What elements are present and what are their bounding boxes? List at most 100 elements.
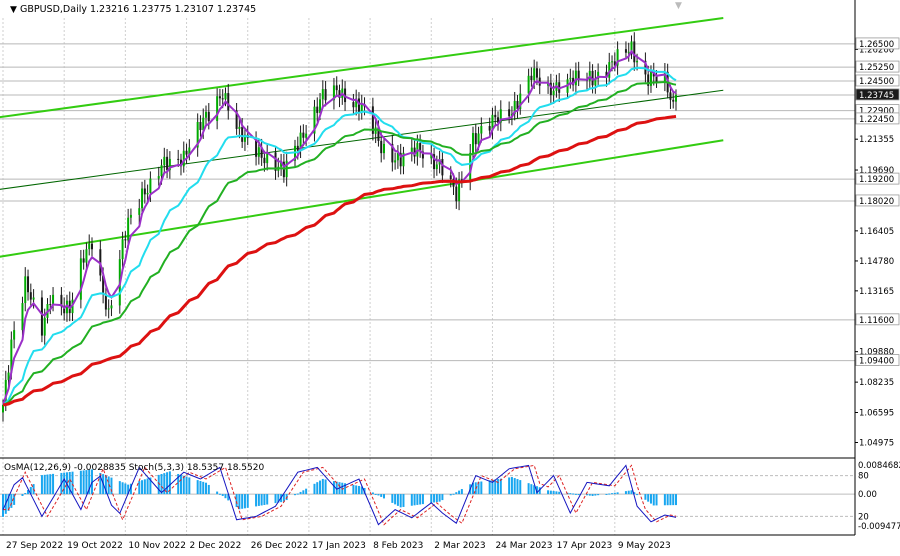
- osma-bar: [630, 490, 633, 495]
- osma-bar: [104, 475, 107, 495]
- oscillator-axis-label: -0.0094770: [858, 522, 900, 532]
- osma-bar: [313, 483, 316, 495]
- candle-body: [380, 140, 383, 154]
- osma-bar: [624, 491, 627, 495]
- osma-bar: [221, 494, 224, 496]
- osma-bar: [558, 491, 561, 495]
- candle-body: [2, 405, 4, 413]
- osma-bar: [605, 493, 608, 495]
- candle-body: [321, 89, 324, 100]
- osma-bar: [352, 484, 355, 495]
- osma-bar: [344, 483, 347, 495]
- osma-bar: [129, 483, 132, 495]
- candle-body: [355, 98, 358, 108]
- candle-body: [569, 77, 572, 80]
- osma-bar: [13, 494, 16, 505]
- level-tag: [855, 194, 900, 207]
- channel-line: [0, 139, 724, 258]
- osma-bar: [380, 494, 383, 497]
- scroll-marker-icon[interactable]: ▼: [675, 1, 682, 11]
- candle-body: [616, 49, 619, 66]
- candle-body: [305, 133, 308, 138]
- osma-bar: [497, 479, 500, 495]
- x-tick-label: 19 Oct 2022: [67, 541, 123, 551]
- osma-bar: [460, 489, 463, 495]
- osma-bar: [24, 493, 27, 495]
- osma-bar: [257, 494, 260, 506]
- candle-body: [243, 134, 246, 142]
- candle-body: [104, 294, 107, 310]
- moving-average-line: [2, 66, 677, 406]
- candle-body: [49, 304, 52, 306]
- candle-body: [324, 89, 327, 101]
- osma-bar: [591, 494, 594, 496]
- stoch-signal-line: [3, 464, 677, 526]
- candle-body: [199, 122, 202, 131]
- osma-bar: [577, 494, 580, 496]
- candle-body: [613, 61, 616, 66]
- candle-body: [655, 76, 658, 82]
- osma-bar: [7, 494, 10, 511]
- candle-body: [649, 72, 652, 86]
- osma-bar: [647, 494, 650, 502]
- osma-bar: [471, 482, 474, 495]
- candle-body: [410, 147, 413, 153]
- candle-body: [382, 143, 385, 154]
- candle-body: [391, 143, 394, 163]
- osma-bar: [85, 470, 88, 495]
- osma-bar: [107, 476, 110, 495]
- osma-bar: [413, 494, 416, 506]
- osma-bar: [188, 477, 191, 495]
- candle-body: [179, 159, 182, 167]
- price-axis-label: 1.13165: [859, 287, 894, 297]
- candle-body: [316, 106, 319, 113]
- candle-body: [263, 157, 266, 164]
- candle-body: [32, 297, 35, 300]
- price-axis-label: 1.21355: [859, 135, 894, 145]
- candle-body: [441, 158, 444, 176]
- candle-body: [433, 154, 436, 170]
- candle-body: [549, 82, 552, 96]
- osma-bar: [533, 485, 536, 495]
- osma-bar: [266, 494, 269, 505]
- osma-bar: [530, 484, 533, 495]
- osma-bar: [168, 471, 171, 495]
- candle-body: [535, 68, 538, 78]
- x-tick-label: 10 Nov 2022: [128, 541, 186, 551]
- candle-body: [313, 106, 316, 134]
- osma-bar: [118, 481, 121, 495]
- level-tag: [855, 60, 900, 73]
- candle-body: [216, 96, 219, 122]
- candle-body: [491, 114, 494, 131]
- osma-bar: [510, 477, 513, 495]
- osma-bar: [166, 472, 169, 495]
- osma-bar: [68, 471, 71, 495]
- candle-body: [79, 258, 82, 300]
- moving-average-line: [2, 114, 677, 407]
- osma-bar: [63, 472, 66, 495]
- osma-bar: [321, 478, 324, 495]
- osma-bar: [241, 494, 244, 509]
- osma-bar: [157, 474, 160, 495]
- osma-bar: [455, 492, 458, 495]
- osma-bar: [396, 494, 399, 506]
- osma-bar: [216, 491, 219, 495]
- candle-body: [224, 93, 227, 100]
- osma-bar: [263, 494, 266, 505]
- osma-bar: [238, 494, 241, 510]
- candle-body: [168, 158, 171, 171]
- osma-bar: [316, 482, 319, 495]
- osma-bar: [160, 474, 163, 495]
- osma-bar: [608, 493, 611, 495]
- osma-bar: [527, 483, 530, 495]
- osma-bar: [341, 482, 344, 495]
- osma-bar: [141, 480, 144, 495]
- level-tag: [855, 74, 900, 87]
- candle-body: [494, 114, 497, 118]
- candle-body: [513, 100, 516, 114]
- price-axis-label: 1.08235: [859, 378, 894, 388]
- candle-body: [149, 178, 152, 193]
- osma-bar: [649, 494, 652, 504]
